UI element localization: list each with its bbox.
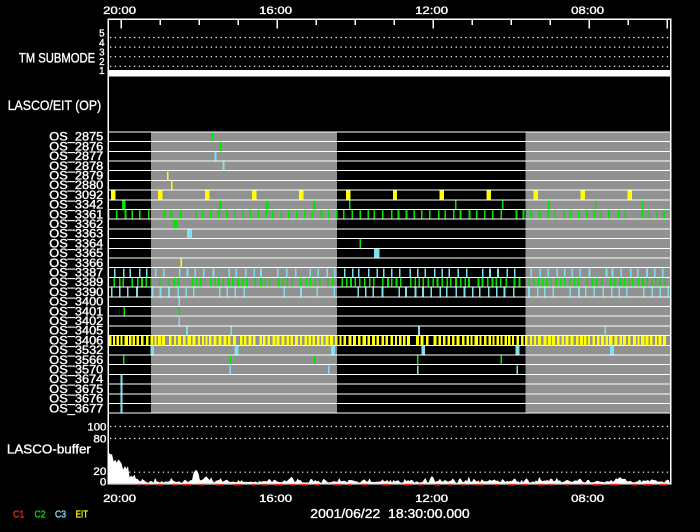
svg-text:C2: C2 — [35, 510, 46, 521]
svg-text:C1: C1 — [13, 510, 25, 521]
svg-text:OS_2880: OS_2880 — [49, 179, 103, 192]
svg-text:OS_3566: OS_3566 — [49, 354, 103, 367]
svg-text:OS_3677: OS_3677 — [49, 402, 103, 415]
svg-text:5: 5 — [99, 29, 105, 40]
svg-text:2: 2 — [99, 57, 104, 68]
svg-text:20:00: 20:00 — [103, 493, 136, 505]
svg-text:OS_3361: OS_3361 — [49, 208, 103, 221]
svg-text:OS_3092: OS_3092 — [49, 189, 103, 202]
svg-text:OS_3365: OS_3365 — [49, 247, 103, 260]
svg-text:C3: C3 — [55, 510, 66, 521]
svg-text:16:00: 16:00 — [259, 493, 292, 505]
svg-text:OS_3405: OS_3405 — [49, 325, 103, 338]
svg-text:OS_3387: OS_3387 — [49, 267, 103, 280]
svg-text:0: 0 — [100, 476, 107, 488]
svg-text:2001/06/22 18:30:00.000: 2001/06/22 18:30:00.000 — [310, 507, 469, 521]
svg-text:08:00: 08:00 — [571, 5, 604, 17]
svg-text:OS_3570: OS_3570 — [49, 364, 103, 377]
svg-text:OS_3675: OS_3675 — [49, 383, 103, 396]
svg-text:OS_3389: OS_3389 — [49, 276, 103, 289]
svg-text:OS_3676: OS_3676 — [49, 393, 103, 406]
svg-text:OS_3366: OS_3366 — [49, 257, 103, 270]
svg-text:OS_2875: OS_2875 — [49, 131, 103, 144]
svg-text:OS_2877: OS_2877 — [49, 150, 103, 163]
svg-text:OS_3363: OS_3363 — [49, 228, 103, 241]
svg-text:16:00: 16:00 — [259, 5, 292, 17]
svg-text:TM SUBMODE: TM SUBMODE — [19, 50, 95, 65]
svg-text:OS_3532: OS_3532 — [49, 344, 103, 357]
svg-text:OS_2878: OS_2878 — [49, 160, 103, 173]
svg-text:LASCO-buffer: LASCO-buffer — [7, 442, 92, 457]
svg-text:1: 1 — [99, 66, 104, 77]
svg-text:OS_3342: OS_3342 — [49, 199, 103, 212]
svg-text:LASCO/EIT (OP): LASCO/EIT (OP) — [8, 97, 102, 113]
svg-text:OS_3401: OS_3401 — [49, 305, 103, 318]
svg-text:OS_3406: OS_3406 — [49, 334, 103, 347]
svg-text:OS_2876: OS_2876 — [49, 140, 103, 153]
svg-text:4: 4 — [99, 38, 105, 49]
svg-text:3: 3 — [99, 47, 105, 58]
svg-text:OS_3402: OS_3402 — [49, 315, 103, 328]
svg-text:08:00: 08:00 — [571, 493, 604, 505]
svg-text:EIT: EIT — [76, 510, 89, 521]
svg-text:12:00: 12:00 — [415, 493, 448, 505]
svg-text:20: 20 — [93, 466, 106, 478]
svg-text:OS_3362: OS_3362 — [49, 218, 103, 231]
svg-text:100: 100 — [87, 422, 106, 434]
svg-text:OS_3400: OS_3400 — [49, 296, 103, 309]
svg-text:OS_3674: OS_3674 — [49, 373, 104, 386]
svg-text:20:00: 20:00 — [103, 5, 136, 17]
svg-text:12:00: 12:00 — [415, 5, 448, 17]
svg-text:OS_3390: OS_3390 — [49, 286, 103, 299]
svg-text:80: 80 — [93, 434, 106, 446]
svg-text:OS_3364: OS_3364 — [49, 237, 104, 250]
svg-text:OS_2879: OS_2879 — [49, 170, 103, 183]
